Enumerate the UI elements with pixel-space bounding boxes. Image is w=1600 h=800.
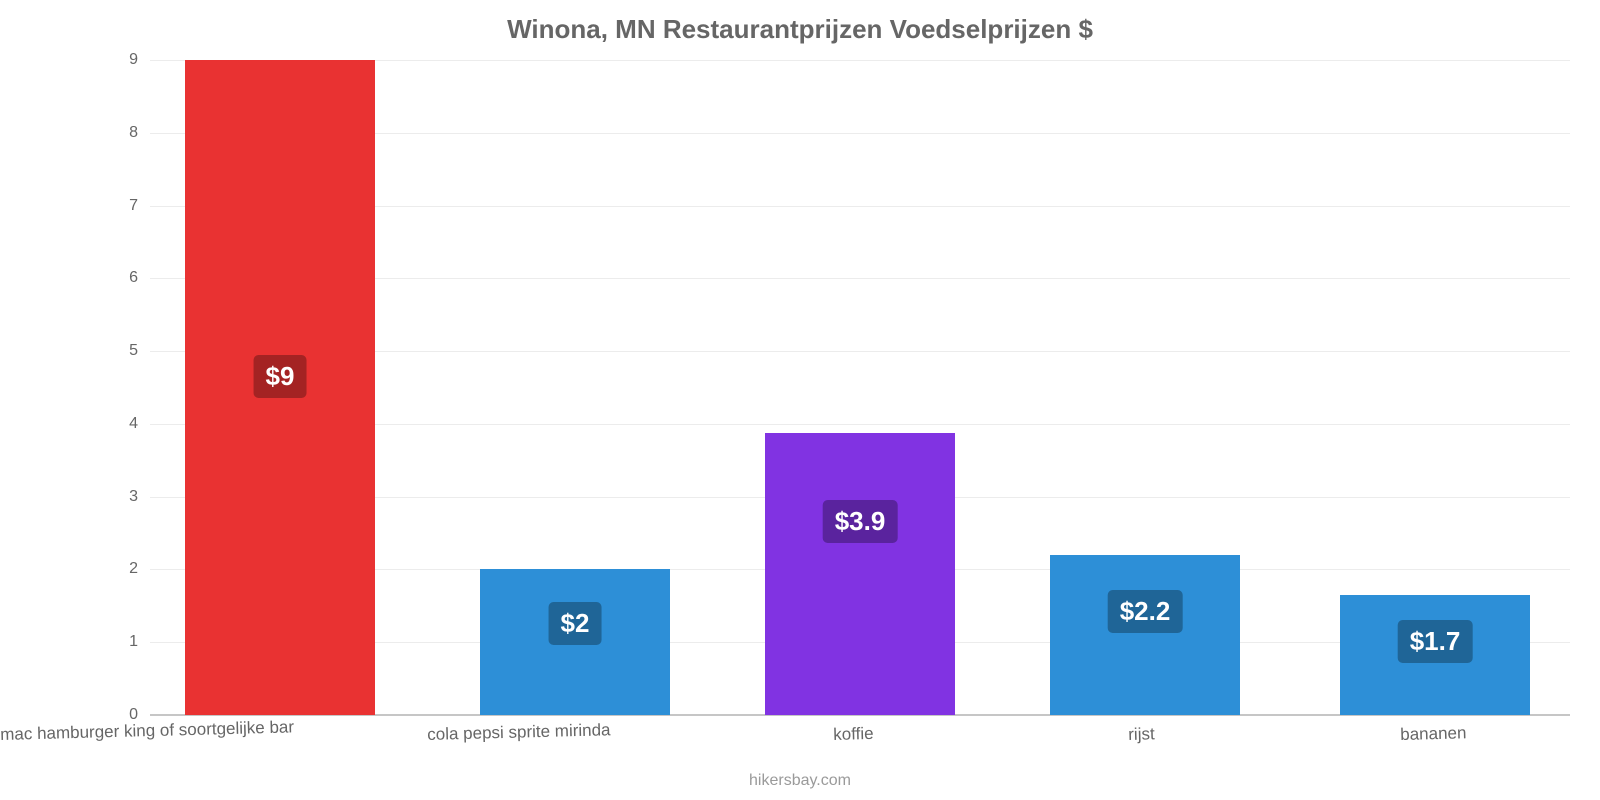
bar-value-badge: $9 xyxy=(254,355,307,398)
x-label-bananen: bananen xyxy=(1400,723,1467,745)
y-tick-label: 6 xyxy=(129,269,138,287)
x-label-koffie: koffie xyxy=(833,724,874,745)
bar-rijst: $2.2 xyxy=(1050,555,1240,715)
chart-title: Winona, MN Restaurantprijzen Voedselprij… xyxy=(0,14,1600,45)
bar-value-badge: $2.2 xyxy=(1108,590,1183,633)
bar-bananen: $1.7 xyxy=(1340,595,1530,715)
x-label-mac: mac hamburger king of soortgelijke bar xyxy=(0,717,294,745)
y-tick-label: 5 xyxy=(129,342,138,360)
bar-value-badge: $2 xyxy=(549,602,602,645)
bar-koffie: $3.9 xyxy=(765,433,955,715)
y-tick-label: 1 xyxy=(129,633,138,651)
attribution-text: hikersbay.com xyxy=(0,772,1600,790)
y-tick-label: 9 xyxy=(129,51,138,69)
bar-value-badge: $1.7 xyxy=(1398,620,1473,663)
bar-mac: $9 xyxy=(185,60,375,715)
price-bar-chart: Winona, MN Restaurantprijzen Voedselprij… xyxy=(0,0,1600,800)
x-label-cola: cola pepsi sprite mirinda xyxy=(427,720,611,745)
plot-area: 0123456789$9mac hamburger king of soortg… xyxy=(150,60,1570,715)
y-tick-label: 4 xyxy=(129,415,138,433)
x-label-rijst: rijst xyxy=(1128,724,1155,745)
bar-value-badge: $3.9 xyxy=(823,500,898,543)
y-tick-label: 2 xyxy=(129,560,138,578)
y-tick-label: 8 xyxy=(129,124,138,142)
y-tick-label: 7 xyxy=(129,197,138,215)
bar-cola: $2 xyxy=(480,569,670,715)
y-tick-label: 3 xyxy=(129,488,138,506)
